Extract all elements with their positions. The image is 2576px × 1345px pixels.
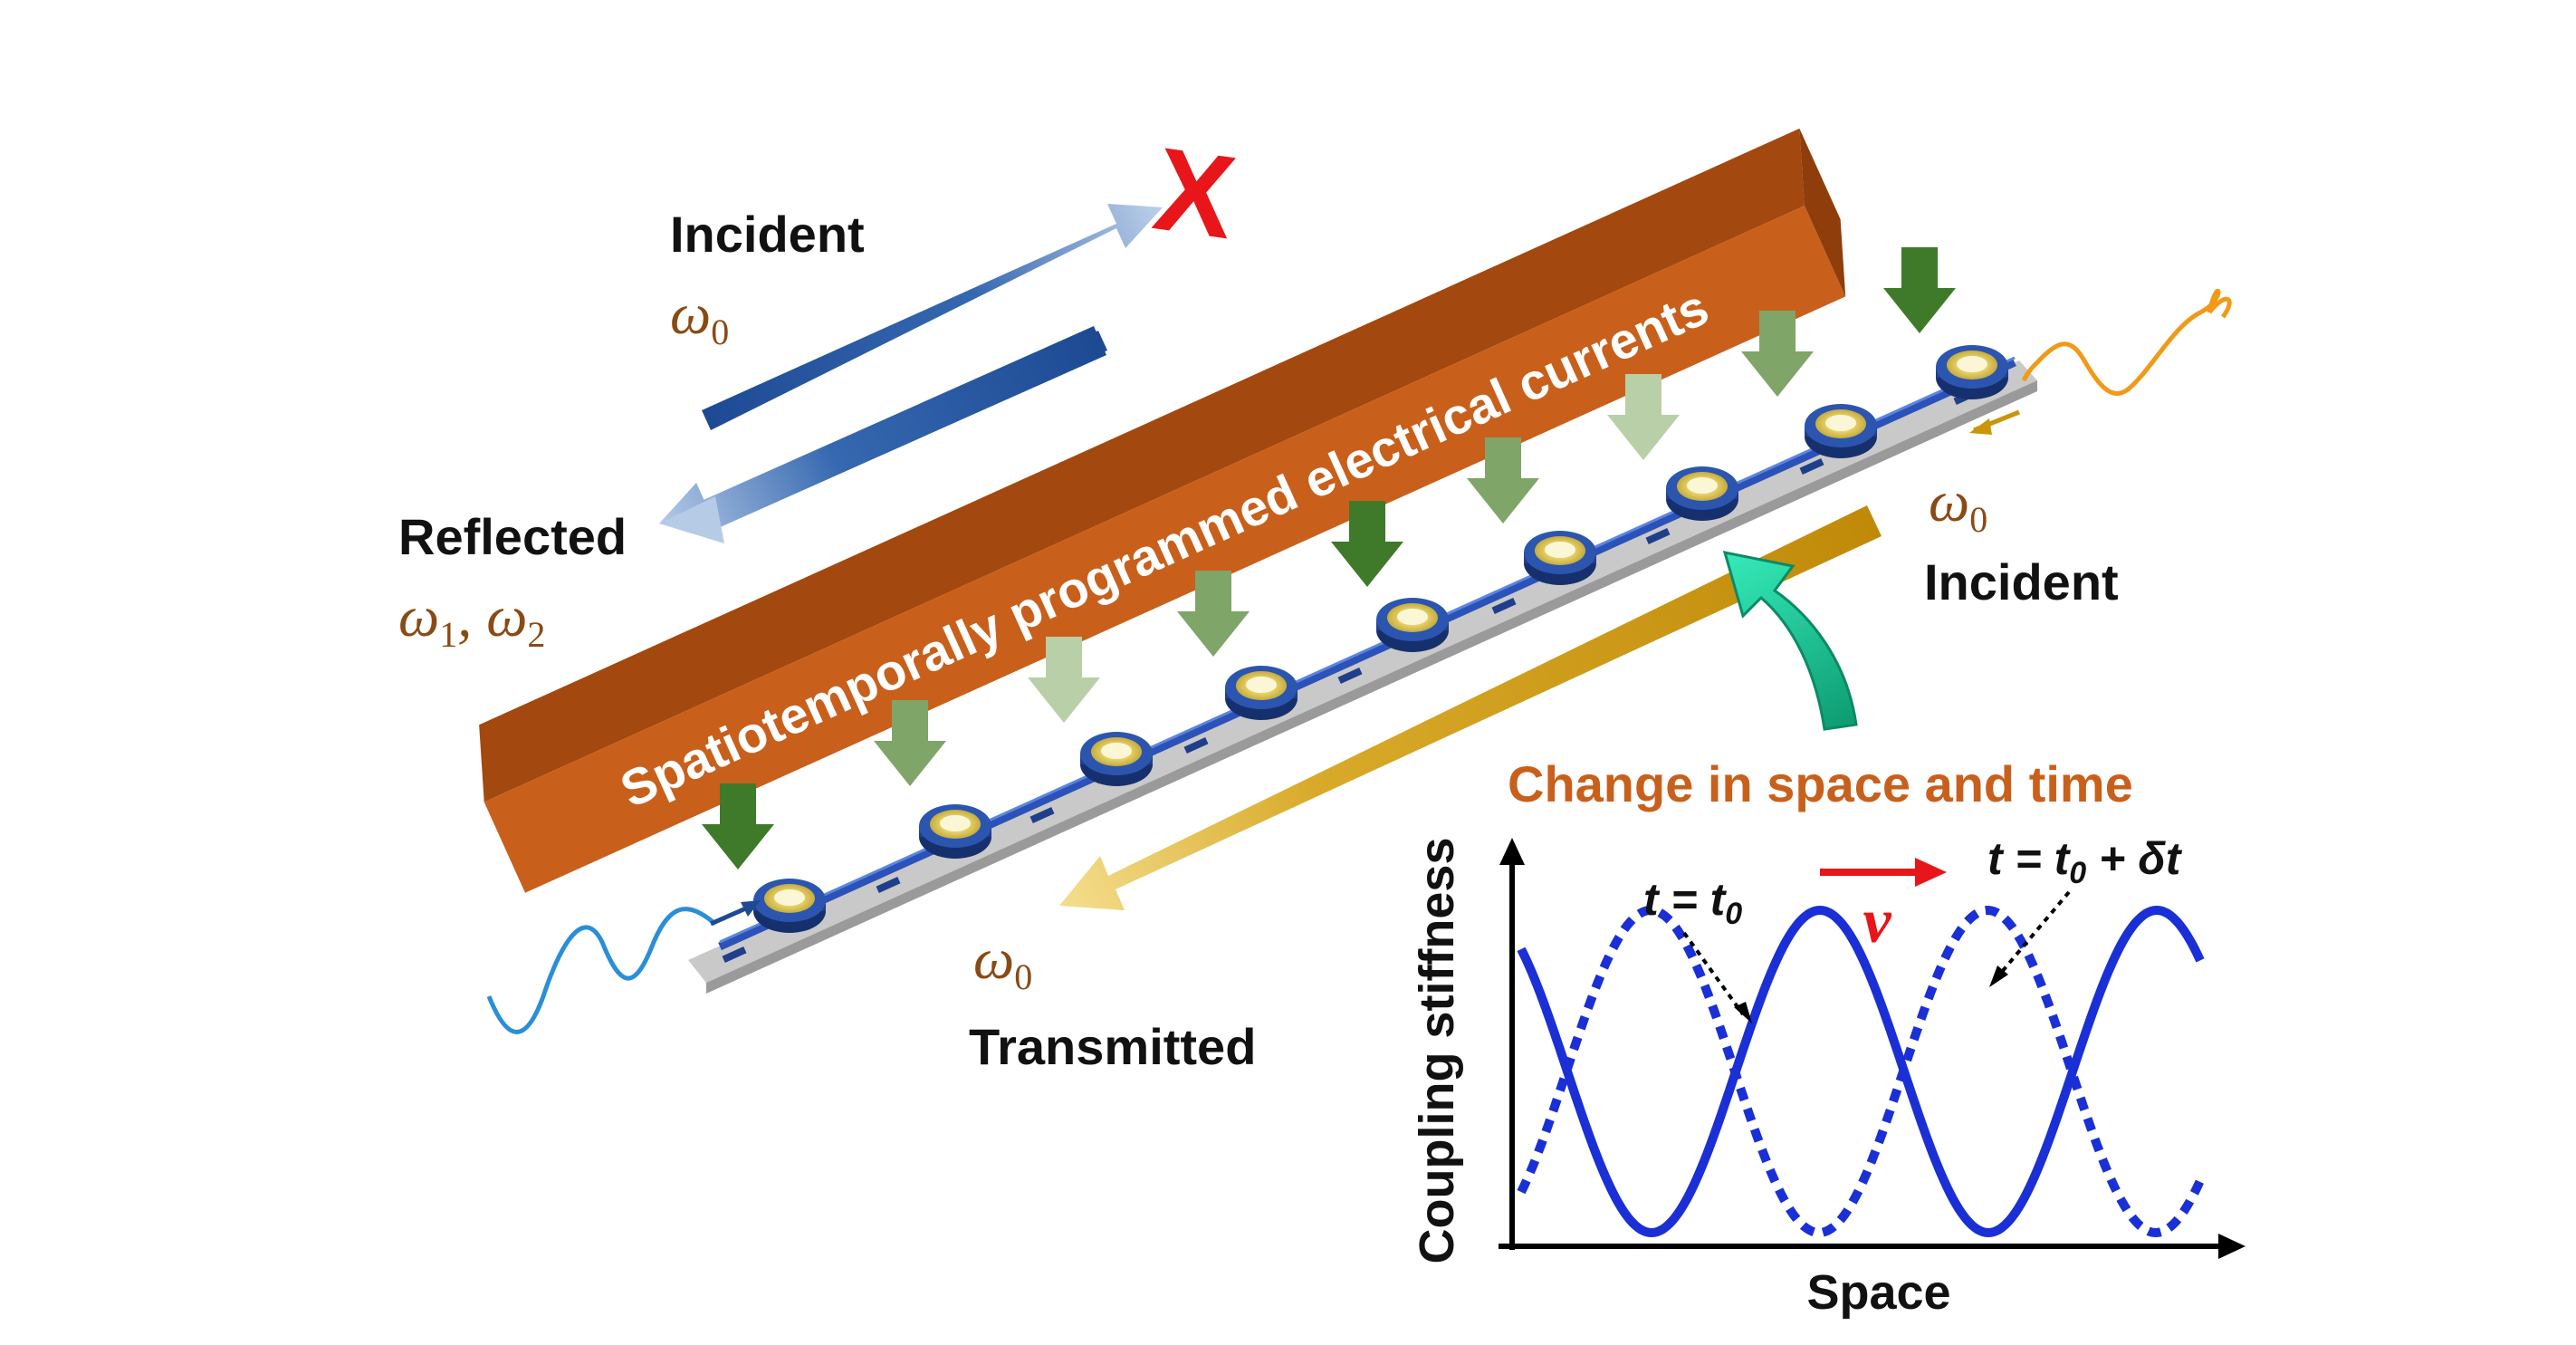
omega0-left-label: ω0 <box>670 282 729 352</box>
velocity-label: v <box>1863 887 1891 956</box>
incident-right-label: Incident <box>1924 553 2119 610</box>
resonator-icon <box>1376 598 1449 652</box>
green-down-arrow-icon <box>1883 247 1956 333</box>
x-axis-label: Space <box>1806 1265 1950 1320</box>
incident-arrow <box>702 204 1163 430</box>
transmitted-label: Transmitted <box>969 1018 1256 1075</box>
blocked-x-label: X <box>1146 122 1242 264</box>
curved-arrow-icon <box>1722 551 1858 731</box>
blocked-x-icon: X <box>1146 122 1242 264</box>
resonator-icon <box>1524 531 1596 585</box>
inset-plot: Change in space and time Coupling stiffn… <box>1410 755 2246 1320</box>
curve-t0-dt-pointer <box>1995 890 2071 980</box>
curve-t0-dt-label: t = t0 + δt <box>1987 833 2183 890</box>
reflected-arrow-body <box>659 326 1106 543</box>
y-axis-arrowhead <box>1499 838 1525 865</box>
curve-t0-label: t = t0 <box>1643 874 1742 931</box>
y-axis-label: Coupling stiffness <box>1410 838 1464 1264</box>
omega-reflected-label: ω1, ω2 <box>398 584 545 655</box>
resonator-icon <box>1080 732 1153 786</box>
incident-wave-left <box>486 900 761 1034</box>
resonator-icon <box>1225 666 1298 720</box>
resonator-icon <box>1936 345 2008 399</box>
omega0-bottom-label: ω0 <box>973 927 1032 997</box>
incident-left-label: Incident <box>670 206 865 263</box>
transmitted-arrow <box>1059 505 1882 910</box>
pointer-arrowhead <box>1734 1002 1752 1023</box>
resonator-icon <box>919 804 991 859</box>
x-axis-arrowhead <box>2218 1234 2246 1259</box>
resonator-icon <box>1666 466 1738 521</box>
omega0-right-label: ω0 <box>1929 469 1987 540</box>
curve-t0 <box>1517 905 2205 1238</box>
velocity-arrow <box>1820 858 1947 887</box>
reflected-label: Reflected <box>398 508 627 565</box>
pointer-arrowhead <box>1989 966 2008 987</box>
resonator-icon <box>753 879 826 933</box>
curve-t0-pointer <box>1682 931 1745 1016</box>
incident-wave-right <box>1969 288 2232 435</box>
resonator-icon <box>1805 404 1877 458</box>
inset-title: Change in space and time <box>1508 755 2133 812</box>
